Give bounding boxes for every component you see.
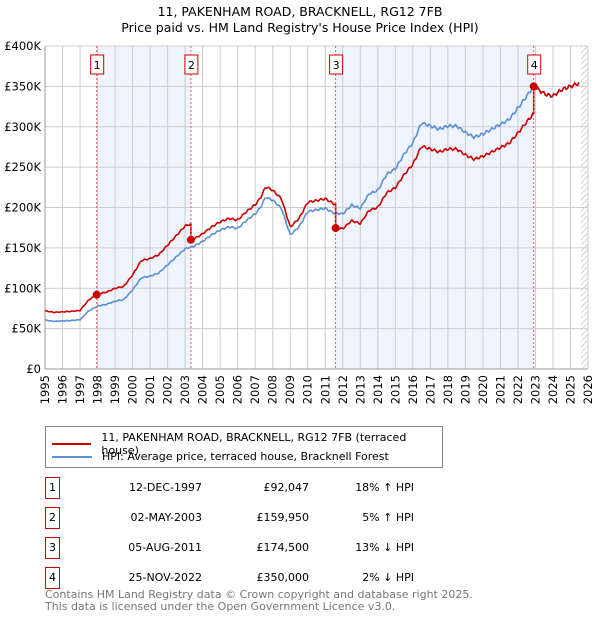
y-tick-label: £200K — [4, 201, 41, 215]
legend-swatch-red — [52, 443, 92, 445]
x-tick-label: 2011 — [318, 375, 332, 404]
sale-number: 3 — [45, 537, 60, 559]
y-tick-label: £350K — [4, 79, 41, 93]
sale-point — [92, 290, 101, 299]
x-tick-label: 2008 — [266, 375, 280, 404]
sale-marker-box — [184, 54, 199, 75]
sale-marker-box — [329, 54, 344, 75]
sale-price: £159,950 — [256, 511, 310, 524]
x-tick-label: 2022 — [511, 375, 525, 404]
sale-hpi-diff: 13% ↓ HPI — [355, 541, 414, 554]
sale-price: £92,047 — [263, 481, 310, 494]
sale-number: 2 — [45, 507, 60, 529]
chart-title: 11, PAKENHAM ROAD, BRACKNELL, RG12 7FB — [158, 4, 443, 19]
sale-marker-box — [527, 54, 542, 75]
x-tick-label: 2000 — [126, 375, 140, 404]
sale-number: 1 — [45, 477, 60, 499]
hpi-line — [44, 81, 580, 323]
x-tick-label: 1995 — [38, 375, 52, 404]
x-tick-label: 2014 — [371, 375, 385, 404]
x-tick-label: 1998 — [91, 375, 105, 404]
x-tick-label: 2015 — [388, 375, 402, 404]
x-tick-label: 2023 — [528, 375, 542, 404]
x-tick-label: 2018 — [441, 375, 455, 404]
legend-item-property: 11, PAKENHAM ROAD, BRACKNELL, RG12 7FB (… — [52, 431, 442, 457]
sale-point — [186, 235, 195, 244]
sale-hpi-diff: 18% ↑ HPI — [355, 481, 414, 494]
x-tick-label: 2012 — [336, 375, 350, 404]
x-tick-label: 2006 — [231, 375, 245, 404]
y-tick-label: £150K — [4, 241, 41, 255]
x-tick-label: 2003 — [178, 375, 192, 404]
x-tick-label: 2007 — [248, 375, 262, 404]
sale-hpi-diff: 5% ↑ HPI — [362, 511, 414, 524]
price-chart: 1995 1996 1997 1998 1999 2000 2001 2002 2003 2004… — [4, 4, 595, 404]
x-tick-label: 2024 — [546, 375, 560, 404]
sale-marker-box — [90, 54, 105, 75]
sale-hpi-diff: 2% ↓ HPI — [362, 571, 414, 584]
x-tick-label: 1999 — [108, 375, 122, 404]
sale-row: 4 25-NOV-2022 £350,000 2% ↓ HPI — [45, 567, 445, 589]
y-tick-label: £50K — [12, 322, 42, 336]
legend-swatch-blue — [52, 455, 92, 458]
sale-number: 4 — [45, 567, 60, 589]
x-tick-label: 2002 — [161, 375, 175, 404]
x-tick-label: 2016 — [406, 375, 420, 404]
x-tick-label: 2004 — [196, 375, 210, 404]
x-tick-label: 2009 — [283, 375, 297, 404]
y-tick-label: £0 — [26, 362, 41, 376]
x-tick-label: 2021 — [493, 375, 507, 404]
sale-date: 02-MAY-2003 — [130, 511, 202, 524]
x-tick-label: 2013 — [353, 375, 367, 404]
footer: Contains HM Land Registry data © Crown c… — [45, 589, 473, 612]
x-tick-label: 1997 — [73, 375, 87, 404]
y-tick-label: £100K — [4, 281, 41, 295]
x-tick-label: 2019 — [458, 375, 472, 404]
y-tick-label: £250K — [4, 160, 41, 174]
sale-marker-label: 2 — [188, 59, 195, 72]
x-tick-label: 2010 — [301, 375, 315, 404]
sale-marker-label: 3 — [333, 59, 340, 72]
legend-item-hpi: HPI: Average price, terraced house, Brac… — [52, 450, 389, 463]
property-price-line — [44, 81, 580, 314]
x-tick-label: 2005 — [213, 375, 227, 404]
footer-line: Contains HM Land Registry data © Crown c… — [45, 588, 473, 601]
sale-row: 1 12-DEC-1997 £92,047 18% ↑ HPI — [45, 477, 445, 499]
sale-date: 12-DEC-1997 — [128, 481, 202, 494]
x-tick-label: 2026 — [581, 375, 595, 404]
sale-point — [331, 224, 340, 233]
sale-row: 3 05-AUG-2011 £174,500 13% ↓ HPI — [45, 537, 445, 559]
chart-subtitle: Price paid vs. HM Land Registry's House … — [121, 20, 478, 35]
sale-marker-label: 1 — [94, 59, 101, 72]
sale-price: £350,000 — [256, 571, 310, 584]
y-tick-label: £400K — [4, 39, 41, 53]
x-tick-label: 1996 — [56, 375, 70, 404]
x-tick-label: 2020 — [476, 375, 490, 404]
sale-marker-label: 4 — [531, 59, 538, 72]
legend-label: HPI: Average price, terraced house, Brac… — [102, 450, 389, 463]
legend-label: 11, PAKENHAM ROAD, BRACKNELL, RG12 7FB (… — [101, 431, 407, 457]
sale-price: £174,500 — [256, 541, 310, 554]
x-tick-label: 2017 — [423, 375, 437, 404]
y-tick-label: £300K — [4, 120, 41, 134]
sale-date: 25-NOV-2022 — [128, 571, 202, 584]
x-tick-label: 2001 — [143, 375, 157, 404]
x-tick-label: 2025 — [563, 375, 577, 404]
footer-line: This data is licensed under the Open Gov… — [45, 599, 396, 613]
sale-point — [529, 82, 538, 91]
legend: 11, PAKENHAM ROAD, BRACKNELL, RG12 7FB (… — [45, 426, 443, 468]
sale-row: 2 02-MAY-2003 £159,950 5% ↑ HPI — [45, 507, 445, 529]
sale-date: 05-AUG-2011 — [128, 541, 202, 554]
